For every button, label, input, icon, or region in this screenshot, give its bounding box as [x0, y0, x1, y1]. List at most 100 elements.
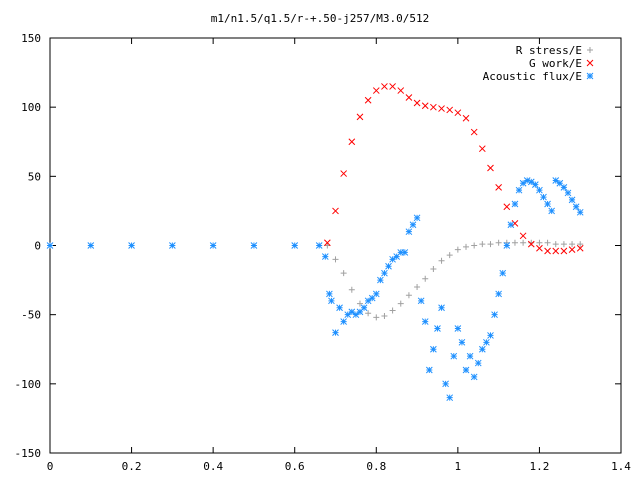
- data-point-r-stress-e: [495, 239, 502, 246]
- y-tick-label: 0: [34, 240, 41, 253]
- legend-label: G work/E: [529, 57, 582, 70]
- data-point-r-stress-e: [405, 292, 412, 299]
- data-point-acoustic-flux-e: [344, 311, 352, 319]
- data-point-g-work-e: [495, 184, 502, 191]
- legend-label: Acoustic flux/E: [483, 70, 582, 83]
- data-point-g-work-e: [478, 145, 486, 153]
- data-point-r-stress-e: [438, 257, 445, 264]
- data-point-g-work-e: [332, 207, 339, 215]
- data-point-acoustic-flux-e: [372, 290, 380, 298]
- data-point-acoustic-flux-e: [332, 329, 339, 337]
- data-point-r-stress-e: [479, 241, 486, 248]
- data-point-acoustic-flux-e: [474, 359, 482, 367]
- data-point-g-work-e: [372, 87, 380, 94]
- data-point-acoustic-flux-e: [328, 297, 335, 305]
- data-point-acoustic-flux-e: [385, 262, 392, 270]
- data-point-acoustic-flux-e: [397, 249, 405, 256]
- data-point-acoustic-flux-e: [458, 338, 466, 346]
- data-point-acoustic-flux-e: [483, 338, 490, 346]
- data-point-acoustic-flux-e: [450, 352, 458, 360]
- data-point-g-work-e: [536, 244, 543, 252]
- data-point-acoustic-flux-e: [421, 318, 429, 325]
- data-point-acoustic-flux-e: [336, 304, 343, 312]
- data-point-g-work-e: [470, 128, 478, 136]
- data-point-r-stress-e: [463, 243, 470, 250]
- data-point-acoustic-flux-e: [401, 249, 409, 256]
- data-point-g-work-e: [511, 220, 519, 227]
- data-point-g-work-e: [544, 247, 551, 255]
- series-layer: [46, 83, 584, 402]
- y-tick-label: -150: [15, 447, 42, 460]
- series-r-stress-e: [324, 239, 584, 321]
- series-g-work-e: [323, 83, 584, 255]
- y-tick-label: -100: [15, 378, 42, 391]
- data-point-acoustic-flux-e: [340, 318, 348, 325]
- x-tick-label: 0.6: [285, 460, 305, 473]
- data-point-acoustic-flux-e: [209, 242, 217, 249]
- data-point-r-stress-e: [397, 300, 404, 307]
- data-point-acoustic-flux-e: [531, 181, 539, 188]
- x-tick-label: 1.4: [611, 460, 631, 473]
- data-point-r-stress-e: [381, 313, 388, 320]
- data-point-r-stress-e: [340, 270, 347, 277]
- data-point-acoustic-flux-e: [564, 189, 572, 197]
- data-point-g-work-e: [389, 83, 396, 90]
- data-point-g-work-e: [340, 170, 348, 177]
- data-point-g-work-e: [454, 109, 462, 117]
- data-point-acoustic-flux-e: [364, 297, 372, 305]
- data-point-r-stress-e: [430, 266, 437, 273]
- data-point-acoustic-flux-e: [381, 269, 388, 277]
- data-point-g-work-e: [381, 83, 388, 90]
- data-point-g-work-e: [568, 246, 576, 254]
- data-point-r-stress-e: [569, 241, 576, 248]
- data-point-acoustic-flux-e: [527, 178, 535, 186]
- x-tick-label: 0.8: [366, 460, 386, 473]
- data-point-acoustic-flux-e: [409, 221, 417, 229]
- data-point-g-work-e: [527, 240, 535, 248]
- data-point-acoustic-flux-e: [519, 179, 527, 187]
- data-point-acoustic-flux-e: [503, 242, 511, 249]
- data-point-g-work-e: [462, 114, 470, 122]
- data-point-g-work-e: [413, 99, 421, 107]
- data-point-acoustic-flux-e: [487, 332, 494, 339]
- data-point-acoustic-flux-e: [352, 311, 360, 319]
- data-point-acoustic-flux-e: [560, 184, 568, 191]
- data-point-r-stress-e: [356, 300, 363, 307]
- data-point-g-work-e: [503, 203, 511, 211]
- data-point-acoustic-flux-e: [548, 207, 556, 215]
- data-point-g-work-e: [487, 164, 494, 172]
- data-point-r-stress-e: [373, 314, 380, 321]
- data-point-acoustic-flux-e: [250, 242, 258, 249]
- y-tick-label: 50: [28, 170, 41, 183]
- data-point-g-work-e: [323, 239, 331, 247]
- data-point-r-stress-e: [446, 252, 453, 259]
- data-point-r-stress-e: [348, 286, 355, 293]
- data-point-acoustic-flux-e: [544, 200, 551, 208]
- data-point-r-stress-e: [365, 310, 372, 317]
- data-point-acoustic-flux-e: [87, 242, 95, 249]
- data-point-acoustic-flux-e: [442, 380, 449, 388]
- data-point-acoustic-flux-e: [568, 196, 576, 204]
- data-point-g-work-e: [397, 87, 405, 94]
- data-point-acoustic-flux-e: [515, 186, 523, 194]
- data-point-acoustic-flux-e: [495, 290, 502, 298]
- data-point-g-work-e: [348, 138, 356, 146]
- legend-label: R stress/E: [516, 44, 582, 57]
- data-point-acoustic-flux-e: [169, 242, 176, 249]
- data-point-r-stress-e: [471, 242, 478, 249]
- data-point-acoustic-flux-e: [321, 253, 329, 260]
- data-point-r-stress-e: [487, 241, 494, 248]
- legend-marker: [586, 59, 594, 67]
- data-point-acoustic-flux-e: [523, 177, 531, 184]
- data-point-acoustic-flux-e: [576, 208, 584, 216]
- data-point-acoustic-flux-e: [446, 394, 454, 402]
- x-tick-label: 1.2: [529, 460, 549, 473]
- data-point-g-work-e: [446, 106, 454, 114]
- data-point-acoustic-flux-e: [425, 366, 433, 374]
- data-point-acoustic-flux-e: [572, 203, 580, 211]
- data-point-acoustic-flux-e: [417, 297, 425, 305]
- data-point-r-stress-e: [414, 284, 421, 290]
- data-point-r-stress-e: [577, 241, 584, 248]
- y-tick-label: -50: [21, 309, 41, 322]
